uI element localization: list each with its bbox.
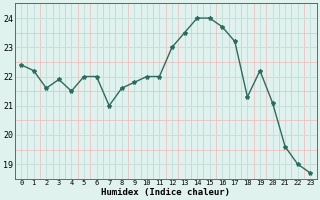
X-axis label: Humidex (Indice chaleur): Humidex (Indice chaleur) bbox=[101, 188, 230, 197]
